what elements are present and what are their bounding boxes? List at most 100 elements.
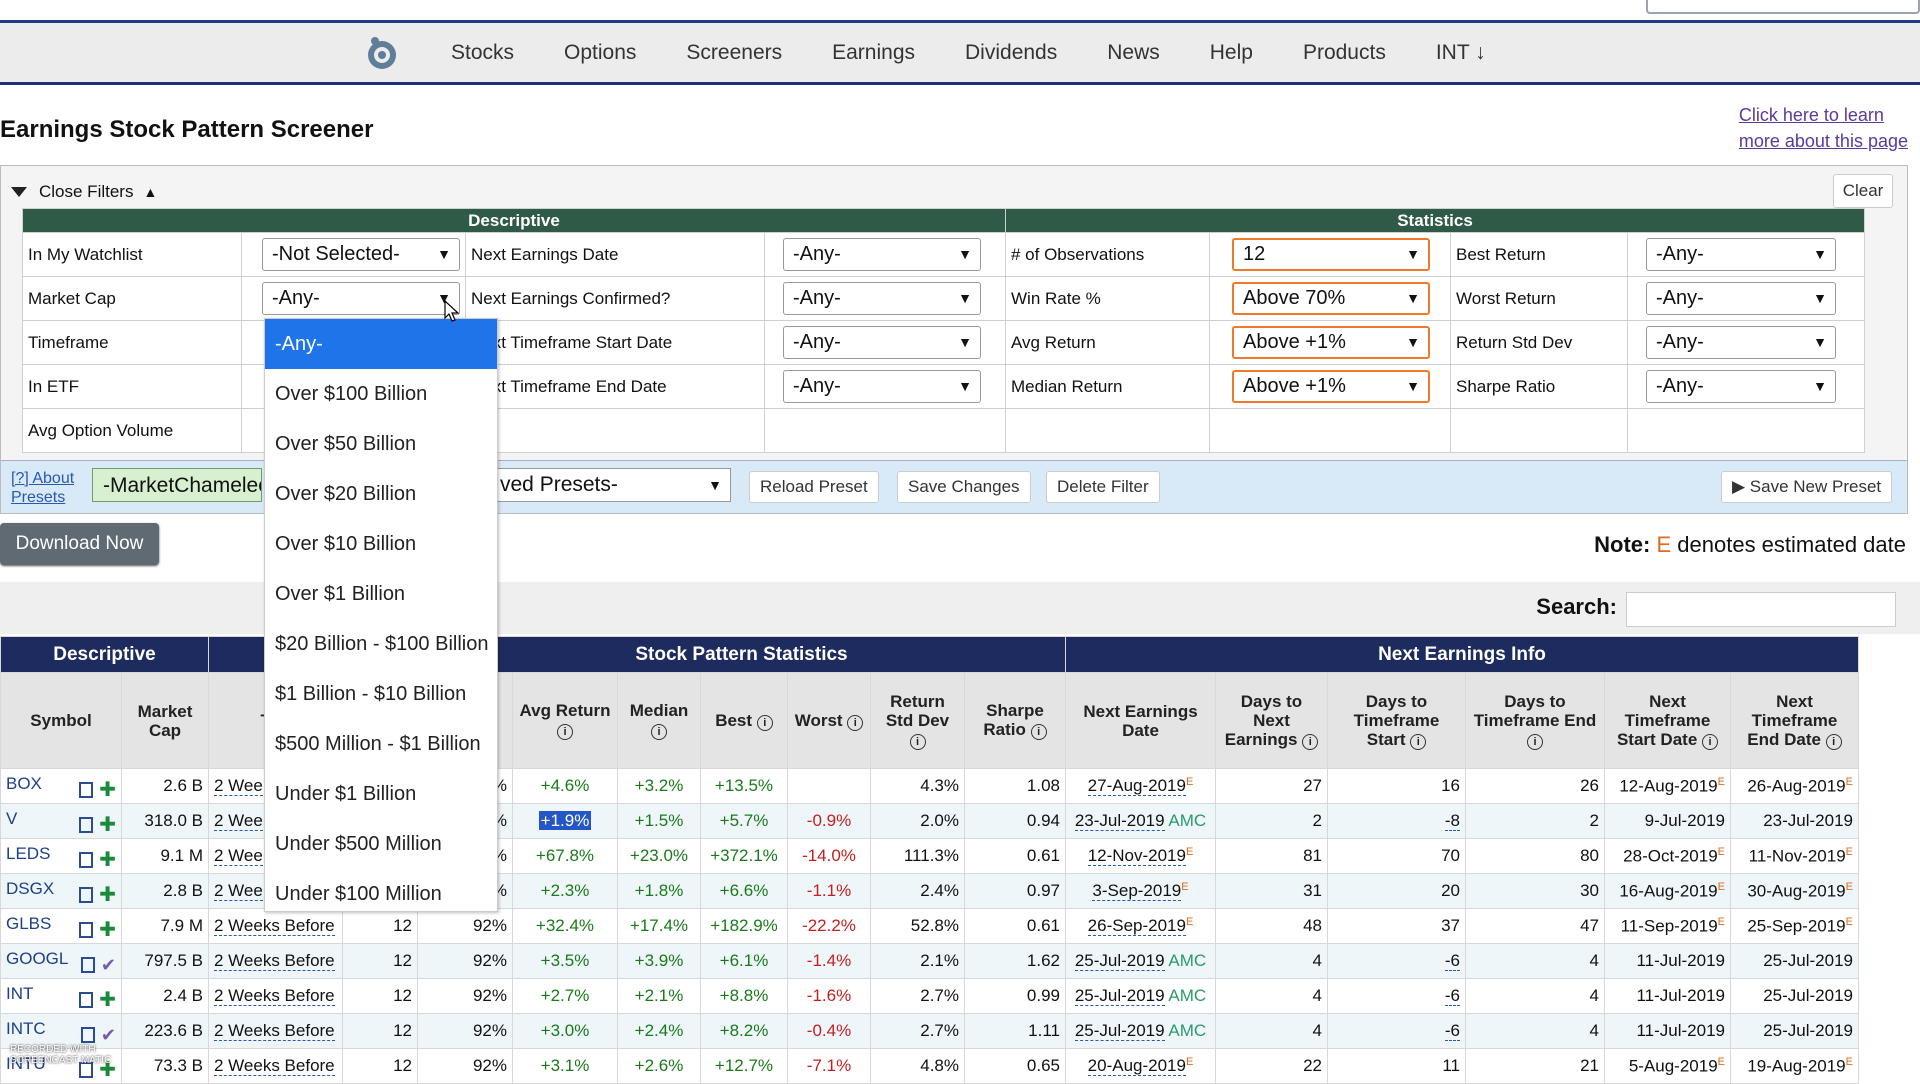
symbol-link[interactable]: INTU <box>6 1054 46 1073</box>
table-row[interactable]: INTC ✔ 223.6 B 2 Weeks Before 12 92% +3.0% +2.4… <box>0 1013 1859 1049</box>
close-filters-toggle[interactable]: Close Filters ▲ <box>11 182 157 202</box>
market-cap-option[interactable]: Over $50 Billion <box>275 433 417 455</box>
filter-select[interactable]: 12 ▼ <box>1232 238 1430 271</box>
info-icon[interactable]: i <box>651 724 667 740</box>
market-cap-option[interactable]: Over $20 Billion <box>275 483 417 505</box>
add-watchlist-plus-icon[interactable]: ✚ <box>99 849 116 871</box>
search-input[interactable] <box>1626 592 1896 627</box>
info-icon[interactable]: i <box>847 714 864 731</box>
symbol-link[interactable]: INT <box>6 984 34 1003</box>
filter-select[interactable]: -Any- ▼ <box>1646 370 1836 403</box>
reload-preset-button[interactable]: Reload Preset <box>749 471 879 503</box>
table-row[interactable]: GOOGL ✔ 797.5 B 2 Weeks Before 12 92% +3.5% +3.… <box>0 943 1859 979</box>
info-icon[interactable]: i <box>1702 733 1719 750</box>
market-cap-option[interactable]: Under $1 Billion <box>275 783 417 805</box>
saved-presets-select[interactable]: ved Presets- ▼ <box>491 468 731 502</box>
select-arrow-icon[interactable]: ▼ <box>958 246 972 262</box>
collapse-arrow-icon[interactable]: ▲ <box>143 184 158 200</box>
select-arrow-icon[interactable]: ▼ <box>958 290 972 306</box>
select-arrow-icon[interactable]: ▼ <box>958 378 972 394</box>
chameleon-logo-icon[interactable] <box>362 33 402 73</box>
about-presets-line2[interactable]: Presets <box>11 489 66 506</box>
report-doc-icon[interactable] <box>80 1027 95 1043</box>
filter-select[interactable]: -Any- ▼ <box>262 282 460 315</box>
nav-help[interactable]: Help <box>1209 40 1253 64</box>
info-icon[interactable]: i <box>1410 733 1427 750</box>
info-icon[interactable]: i <box>1030 724 1047 740</box>
select-arrow-icon[interactable]: ▼ <box>1406 290 1420 306</box>
filter-select[interactable]: -Any- ▼ <box>783 282 981 315</box>
add-watchlist-plus-icon[interactable]: ✚ <box>99 989 116 1011</box>
report-doc-icon[interactable] <box>79 782 94 798</box>
clear-button[interactable]: Clear <box>1833 174 1893 208</box>
column-header[interactable]: Market Cap <box>121 672 209 769</box>
preset-name-field[interactable]: -MarketChameleon <box>92 468 262 502</box>
table-row[interactable]: INT ✚ 2.4 B 2 Weeks Before 12 92% +2.7% +2.1% +8… <box>0 978 1859 1014</box>
nav-options[interactable]: Options <box>564 40 637 64</box>
nav-ticker-menu[interactable]: INT ↓ <box>1435 40 1486 64</box>
info-icon[interactable]: i <box>1527 733 1543 750</box>
in-watchlist-check-icon[interactable]: ✔ <box>100 1025 116 1045</box>
learn-link-line1[interactable]: Click here to learn <box>1738 105 1884 125</box>
symbol-link[interactable]: LEDS <box>6 844 51 863</box>
symbol-link[interactable]: DSGX <box>6 879 55 898</box>
select-arrow-icon[interactable]: ▼ <box>1813 378 1827 394</box>
market-cap-option[interactable]: $500 Million - $1 Billion <box>275 733 481 755</box>
learn-more-link[interactable]: Click here to learn more about this page <box>1739 102 1908 154</box>
in-watchlist-check-icon[interactable]: ✔ <box>100 955 116 975</box>
report-doc-icon[interactable] <box>79 992 94 1008</box>
nav-earnings[interactable]: Earnings <box>832 40 916 64</box>
column-header[interactable]: Next Earnings Date <box>1065 672 1216 769</box>
select-arrow-icon[interactable]: ▼ <box>437 290 451 306</box>
save-changes-button[interactable]: Save Changes <box>897 471 1031 503</box>
report-doc-icon[interactable] <box>80 957 95 973</box>
nav-dividends[interactable]: Dividends <box>965 40 1058 64</box>
symbol-link[interactable]: BOX <box>6 774 42 793</box>
column-header[interactable]: Return Std Dev i <box>870 672 965 769</box>
about-presets-line1[interactable]: [?] About <box>11 470 75 487</box>
next-earnings-date[interactable]: 12-Nov-2019 <box>1087 846 1186 867</box>
market-cap-option[interactable]: Under $500 Million <box>275 833 442 855</box>
info-icon[interactable]: i <box>756 714 773 731</box>
column-header[interactable]: Sharpe Ratio i <box>964 672 1066 769</box>
delete-filter-button[interactable]: Delete Filter <box>1046 471 1160 503</box>
symbol-link[interactable]: INTC <box>6 1019 46 1038</box>
column-header[interactable]: Days to Next Earnings i <box>1215 672 1328 769</box>
saved-presets-arrow-icon[interactable]: ▼ <box>708 477 722 493</box>
table-row[interactable]: GLBS ✚ 7.9 M 2 Weeks Before 12 92% +32.4% +17.4… <box>0 908 1859 944</box>
market-cap-option[interactable]: $20 Billion - $100 Billion <box>275 633 489 655</box>
column-header[interactable]: Median i <box>617 672 701 769</box>
filter-select[interactable]: Above 70% ▼ <box>1232 282 1430 315</box>
select-arrow-icon[interactable]: ▼ <box>1813 290 1827 306</box>
nav-stocks[interactable]: Stocks <box>451 40 515 64</box>
select-arrow-icon[interactable]: ▼ <box>1813 334 1827 350</box>
report-doc-icon[interactable] <box>79 922 94 938</box>
download-now-button[interactable]: Download Now <box>0 523 159 565</box>
next-earnings-date[interactable]: 20-Aug-2019 <box>1087 1056 1186 1077</box>
nav-products[interactable]: Products <box>1302 40 1386 64</box>
filter-select[interactable]: -Any- ▼ <box>1646 238 1836 271</box>
column-header[interactable]: Symbol <box>0 672 122 769</box>
column-header[interactable]: Best i <box>700 672 788 769</box>
select-arrow-icon[interactable]: ▼ <box>1406 334 1420 350</box>
info-icon[interactable]: i <box>1302 733 1319 750</box>
close-filters-label[interactable]: Close Filters <box>39 182 134 201</box>
symbol-link[interactable]: GLBS <box>6 914 52 933</box>
add-watchlist-plus-icon[interactable]: ✚ <box>99 779 116 801</box>
info-icon[interactable]: i <box>909 733 926 750</box>
column-header[interactable]: Avg Return i <box>512 672 618 769</box>
next-earnings-date[interactable]: 27-Aug-2019 <box>1087 776 1186 797</box>
save-new-preset-button[interactable]: ▶ Save New Preset <box>1721 471 1893 503</box>
filter-select[interactable]: -Any- ▼ <box>1646 282 1836 315</box>
report-doc-icon[interactable] <box>79 887 94 903</box>
add-watchlist-plus-icon[interactable]: ✚ <box>99 919 116 941</box>
column-header[interactable]: Next Timeframe End Date i <box>1730 672 1859 769</box>
market-cap-option[interactable]: Under $100 Million <box>275 883 442 905</box>
column-header[interactable]: Days to Timeframe Start i <box>1327 672 1466 769</box>
filter-select[interactable]: Above +1% ▼ <box>1232 326 1430 359</box>
next-earnings-date[interactable]: 25-Jul-2019 <box>1074 986 1165 1006</box>
top-search-box[interactable] <box>1646 0 1920 14</box>
next-earnings-date[interactable]: 23-Jul-2019 <box>1074 811 1165 831</box>
